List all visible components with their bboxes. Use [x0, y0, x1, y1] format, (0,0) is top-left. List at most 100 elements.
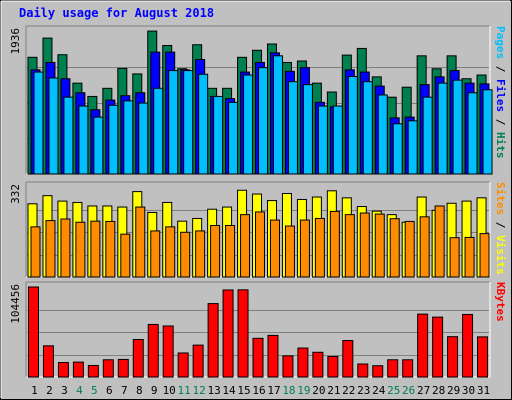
- day-label-30: 30: [462, 384, 475, 397]
- bar-pages-day-3: [63, 96, 74, 175]
- bar-pages-day-12: [198, 73, 209, 175]
- bar-kbytes-day-23: [357, 363, 369, 378]
- bar-kbytes-day-17: [267, 334, 279, 378]
- day-label-24: 24: [372, 384, 386, 397]
- day-label-10: 10: [163, 384, 176, 397]
- bar-kbytes-day-26: [402, 359, 414, 378]
- legend-entry: Hits: [494, 132, 507, 159]
- panel-kbytes: 104456 KBytes: [9, 281, 507, 378]
- day-label-25: 25: [387, 384, 400, 397]
- legend-entry: Sites: [494, 182, 507, 215]
- bar-sites-day-30: [464, 236, 475, 278]
- bar-sites-day-9: [150, 230, 161, 278]
- bar-sites-day-28: [434, 205, 445, 278]
- bar-pages-day-11: [183, 70, 194, 175]
- bar-pages-day-4: [78, 105, 89, 175]
- bar-pages-day-16: [258, 67, 269, 175]
- bar-pages-day-24: [377, 94, 388, 175]
- bar-pages-day-9: [153, 87, 164, 175]
- bar-pages-day-28: [437, 82, 448, 175]
- bar-pages-day-14: [228, 101, 239, 175]
- bar-kbytes-day-8: [132, 339, 144, 378]
- bar-sites-day-15: [240, 214, 251, 278]
- bar-sites-day-25: [389, 218, 400, 278]
- day-label-4: 4: [76, 384, 83, 397]
- day-label-3: 3: [61, 384, 68, 397]
- bar-kbytes-day-31: [477, 336, 489, 378]
- bar-pages-day-6: [108, 104, 119, 175]
- bar-pages-day-7: [123, 100, 134, 175]
- bar-sites-day-12: [195, 230, 206, 278]
- bar-kbytes-day-13: [207, 303, 219, 378]
- bar-kbytes-day-27: [417, 313, 429, 378]
- bar-sites-day-5: [90, 220, 101, 278]
- bar-pages-day-10: [168, 70, 179, 175]
- day-label-7: 7: [121, 384, 128, 397]
- bar-kbytes-day-30: [462, 313, 474, 378]
- bar-sites-day-3: [60, 218, 71, 278]
- max-label: 1936: [9, 28, 22, 55]
- bar-kbytes-day-22: [342, 340, 354, 378]
- day-label-19: 19: [297, 384, 310, 397]
- day-label-14: 14: [222, 384, 236, 397]
- day-label-1: 1: [31, 384, 38, 397]
- bar-sites-day-14: [225, 224, 236, 278]
- bar-sites-day-2: [45, 220, 56, 278]
- day-label-13: 13: [207, 384, 220, 397]
- bar-sites-day-29: [449, 237, 460, 278]
- legend-entry: Files: [494, 79, 507, 112]
- bar-pages-day-5: [93, 116, 104, 175]
- day-label-26: 26: [402, 384, 415, 397]
- bar-kbytes-day-2: [42, 345, 54, 378]
- legend: Pages / Files / Hits: [494, 26, 507, 159]
- day-label-22: 22: [342, 384, 355, 397]
- bar-sites-day-26: [404, 220, 415, 278]
- bar-kbytes-day-11: [177, 352, 189, 378]
- day-label-15: 15: [237, 384, 250, 397]
- bar-sites-day-13: [210, 224, 221, 278]
- bar-kbytes-day-19: [297, 347, 309, 378]
- bar-sites-day-23: [359, 212, 370, 278]
- bar-pages-day-26: [407, 120, 418, 175]
- bar-sites-day-31: [479, 233, 490, 278]
- day-label-29: 29: [447, 384, 460, 397]
- bar-pages-day-22: [347, 76, 358, 175]
- bar-sites-day-6: [105, 220, 116, 278]
- bar-pages-day-27: [422, 96, 433, 175]
- bar-pages-day-30: [467, 92, 478, 175]
- bar-sites-day-4: [75, 221, 86, 278]
- bar-kbytes-day-9: [147, 323, 159, 378]
- chart-panels: 1936 Pages / Files / Hits 332 Sites / Visit…: [9, 25, 507, 378]
- legend-entry: /: [494, 112, 507, 132]
- legend-entry: KBytes: [494, 282, 507, 322]
- day-label-23: 23: [357, 384, 370, 397]
- bar-pages-day-23: [362, 81, 373, 175]
- legend-entry: /: [494, 215, 507, 235]
- bar-pages-day-19: [302, 84, 313, 175]
- bar-kbytes-day-10: [162, 325, 174, 378]
- bar-sites-day-21: [329, 210, 340, 278]
- bar-kbytes-day-15: [237, 289, 249, 378]
- bar-kbytes-day-18: [282, 355, 294, 378]
- bar-kbytes-day-28: [432, 316, 444, 378]
- bar-sites-day-18: [284, 225, 295, 278]
- day-label-2: 2: [46, 384, 53, 397]
- bar-pages-day-29: [452, 79, 463, 175]
- bar-pages-day-1: [33, 71, 44, 175]
- bar-sites-day-1: [30, 226, 41, 278]
- bar-kbytes-day-16: [252, 337, 264, 378]
- day-label-31: 31: [477, 384, 490, 397]
- day-label-21: 21: [327, 384, 340, 397]
- day-label-16: 16: [252, 384, 265, 397]
- bar-kbytes-day-4: [72, 361, 84, 378]
- day-label-28: 28: [432, 384, 445, 397]
- bar-kbytes-day-24: [372, 365, 384, 378]
- bar-pages-day-20: [317, 105, 328, 175]
- bar-sites-day-24: [374, 213, 385, 278]
- day-label-12: 12: [193, 384, 206, 397]
- day-label-17: 17: [267, 384, 280, 397]
- day-label-27: 27: [417, 384, 430, 397]
- bar-kbytes-day-20: [312, 351, 324, 378]
- bar-pages-day-18: [287, 81, 298, 175]
